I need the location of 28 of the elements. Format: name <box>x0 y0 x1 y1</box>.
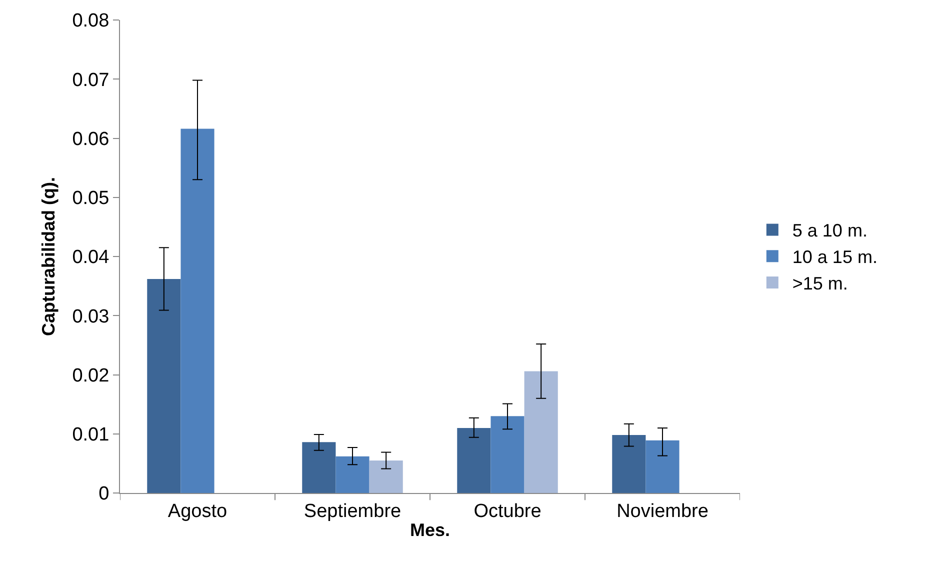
x-tick-label: Septiembre <box>304 500 402 522</box>
bar <box>490 416 524 493</box>
bar <box>612 435 646 493</box>
y-axis-title: Capturabilidad (q). <box>38 177 58 336</box>
bar <box>369 460 403 493</box>
bar <box>646 440 680 493</box>
y-tick-label: 0.04 <box>72 247 110 268</box>
bar <box>180 128 214 493</box>
y-tick-label: 0.02 <box>72 365 110 386</box>
y-tick-label: 0.05 <box>72 188 110 210</box>
x-tick-label: Agosto <box>168 500 228 522</box>
y-tick-label: 0 <box>98 484 110 505</box>
legend-label: 10 a 15 m. <box>792 247 878 268</box>
y-tick-label: 0.03 <box>72 306 110 328</box>
x-tick-label: Octubre <box>474 500 542 522</box>
y-tick-label: 0.07 <box>72 70 110 91</box>
y-tick-label: 0.08 <box>72 10 110 32</box>
y-tick-label: 0.06 <box>72 128 110 150</box>
x-tick-label: Noviembre <box>616 500 708 522</box>
legend-label: 5 a 10 m. <box>792 220 868 241</box>
bar <box>302 442 336 493</box>
x-axis-title: Mes. <box>410 520 450 540</box>
bar <box>147 278 181 493</box>
bar <box>336 456 370 493</box>
bar <box>524 371 558 493</box>
legend-label: >15 m. <box>792 274 848 294</box>
y-tick-label: 0.01 <box>72 424 110 446</box>
bar <box>457 428 491 493</box>
